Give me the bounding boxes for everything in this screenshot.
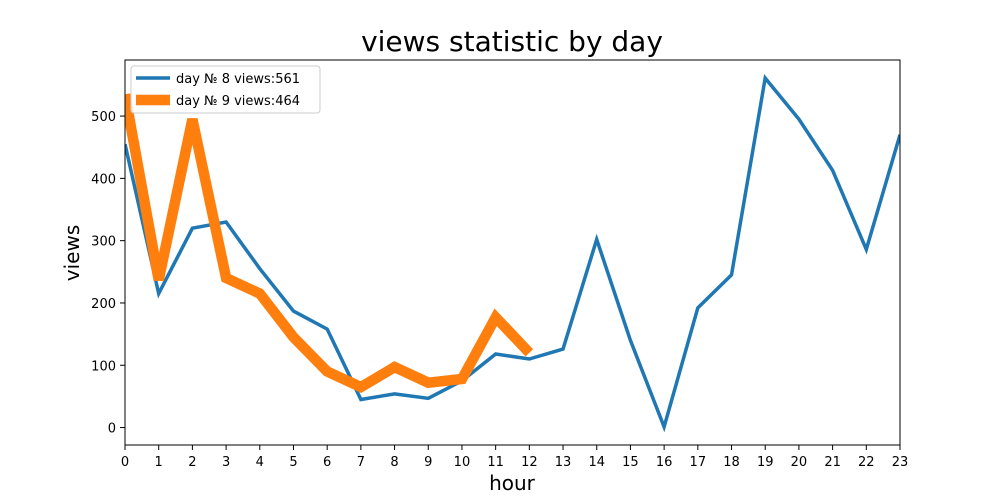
y-tick-label: 400 [91, 172, 116, 187]
y-tick-label: 300 [91, 235, 116, 250]
x-tick-label: 19 [757, 455, 774, 470]
series-line-day-9 [125, 93, 534, 394]
x-tick-label: 8 [390, 455, 398, 470]
x-tick-label: 17 [690, 455, 707, 470]
x-tick-label: 10 [454, 455, 471, 470]
x-tick-label: 1 [155, 455, 163, 470]
legend-label-day-8: day № 8 views:561 [176, 72, 300, 87]
x-tick-label: 13 [555, 455, 572, 470]
y-tick-label: 0 [108, 422, 116, 437]
series-line-day-8 [125, 74, 900, 433]
x-tick-label: 4 [256, 455, 264, 470]
y-tick-label: 500 [91, 110, 116, 125]
plot-frame [124, 59, 901, 446]
x-tick-label: 3 [222, 455, 230, 470]
x-tick-label: 15 [622, 455, 639, 470]
legend: day № 8 views:561 day № 9 views:464 [130, 65, 321, 114]
x-tick-label: 21 [824, 455, 841, 470]
x-tick-label: 20 [791, 455, 808, 470]
x-tick-label: 22 [858, 455, 875, 470]
x-tick-label: 14 [588, 455, 605, 470]
x-tick-label: 11 [487, 455, 504, 470]
x-tick-label: 2 [188, 455, 196, 470]
x-tick-label: 7 [357, 455, 365, 470]
x-tick-label: 12 [521, 455, 538, 470]
x-tick-label: 5 [289, 455, 297, 470]
legend-label-day-9: day № 9 views:464 [176, 94, 300, 109]
y-tick-label: 100 [91, 359, 116, 374]
x-tick-label: 6 [323, 455, 331, 470]
x-tick-label: 9 [424, 455, 432, 470]
x-tick-label: 18 [723, 455, 740, 470]
legend-box [130, 65, 321, 114]
x-tick-label: 23 [892, 455, 909, 470]
x-tick-label: 0 [121, 455, 129, 470]
x-tick-label: 16 [656, 455, 673, 470]
y-axis-ticks: 0 100 200 300 400 500 [91, 110, 125, 437]
x-axis-ticks: 0 1 2 3 4 5 6 7 8 9 10 11 12 13 14 15 16 17 18 19 20 21 22 23 [121, 445, 908, 470]
y-tick-label: 200 [91, 297, 116, 312]
chart-title: views statistic by day [361, 25, 663, 58]
x-axis-label: hour [489, 471, 536, 495]
series-layer [125, 74, 900, 433]
y-axis-label: views [60, 225, 84, 281]
